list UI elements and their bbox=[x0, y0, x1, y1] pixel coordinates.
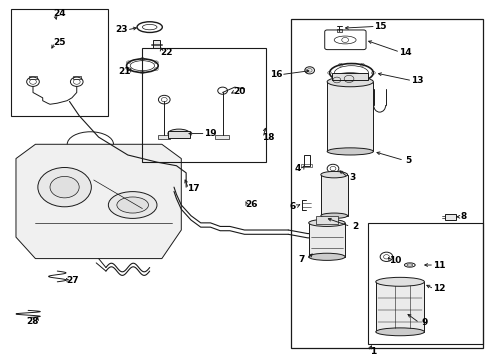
Text: 21: 21 bbox=[118, 67, 130, 76]
Bar bbox=[153, 40, 160, 48]
Bar bbox=[11, 9, 108, 116]
Text: 16: 16 bbox=[269, 70, 282, 79]
Bar bbox=[158, 135, 170, 139]
Text: 24: 24 bbox=[53, 9, 66, 18]
Text: 11: 11 bbox=[432, 261, 445, 270]
Text: 25: 25 bbox=[53, 38, 66, 47]
Ellipse shape bbox=[320, 171, 347, 178]
Text: 7: 7 bbox=[298, 255, 305, 264]
Text: 8: 8 bbox=[459, 212, 466, 221]
Text: 19: 19 bbox=[203, 129, 216, 138]
Text: 3: 3 bbox=[349, 173, 355, 182]
Bar bbox=[368, 223, 482, 344]
Circle shape bbox=[50, 176, 79, 198]
Bar bbox=[215, 135, 228, 139]
Text: 4: 4 bbox=[294, 164, 301, 173]
Bar bbox=[142, 48, 266, 162]
Text: 17: 17 bbox=[187, 184, 200, 193]
Text: 12: 12 bbox=[432, 284, 445, 293]
Text: 27: 27 bbox=[66, 276, 79, 285]
Text: 14: 14 bbox=[398, 48, 410, 57]
PathPatch shape bbox=[16, 144, 181, 258]
Bar bbox=[375, 282, 424, 332]
Text: 1: 1 bbox=[369, 347, 376, 356]
Bar bbox=[315, 216, 337, 224]
Text: 2: 2 bbox=[351, 222, 358, 231]
Ellipse shape bbox=[308, 253, 345, 260]
Text: 28: 28 bbox=[26, 317, 38, 326]
Ellipse shape bbox=[320, 213, 347, 219]
Circle shape bbox=[38, 167, 91, 207]
Bar bbox=[336, 29, 341, 32]
Bar bbox=[326, 82, 372, 152]
Text: 23: 23 bbox=[116, 26, 128, 35]
Text: 20: 20 bbox=[233, 87, 245, 96]
Bar bbox=[290, 19, 482, 348]
Bar bbox=[331, 73, 368, 80]
Bar bbox=[73, 76, 81, 79]
Bar bbox=[167, 131, 190, 138]
Text: 13: 13 bbox=[410, 76, 423, 85]
Circle shape bbox=[304, 67, 314, 74]
Text: 9: 9 bbox=[420, 318, 427, 327]
Bar bbox=[445, 213, 455, 220]
Ellipse shape bbox=[333, 73, 366, 81]
Text: 22: 22 bbox=[160, 48, 173, 57]
Ellipse shape bbox=[326, 148, 372, 155]
Bar bbox=[308, 223, 345, 257]
Text: 15: 15 bbox=[374, 22, 386, 31]
Bar bbox=[407, 288, 415, 292]
Ellipse shape bbox=[308, 219, 345, 226]
Ellipse shape bbox=[375, 328, 424, 336]
Ellipse shape bbox=[108, 192, 157, 219]
Text: 5: 5 bbox=[405, 156, 411, 165]
Text: 26: 26 bbox=[245, 200, 258, 209]
Bar bbox=[29, 76, 37, 79]
Text: 6: 6 bbox=[288, 202, 295, 211]
Bar bbox=[301, 164, 311, 167]
Bar bbox=[303, 155, 309, 166]
Bar bbox=[320, 175, 347, 216]
Text: 10: 10 bbox=[388, 256, 401, 265]
Ellipse shape bbox=[326, 77, 372, 87]
Text: 18: 18 bbox=[261, 133, 274, 142]
Ellipse shape bbox=[375, 277, 424, 286]
Ellipse shape bbox=[117, 197, 148, 213]
Ellipse shape bbox=[167, 129, 189, 138]
